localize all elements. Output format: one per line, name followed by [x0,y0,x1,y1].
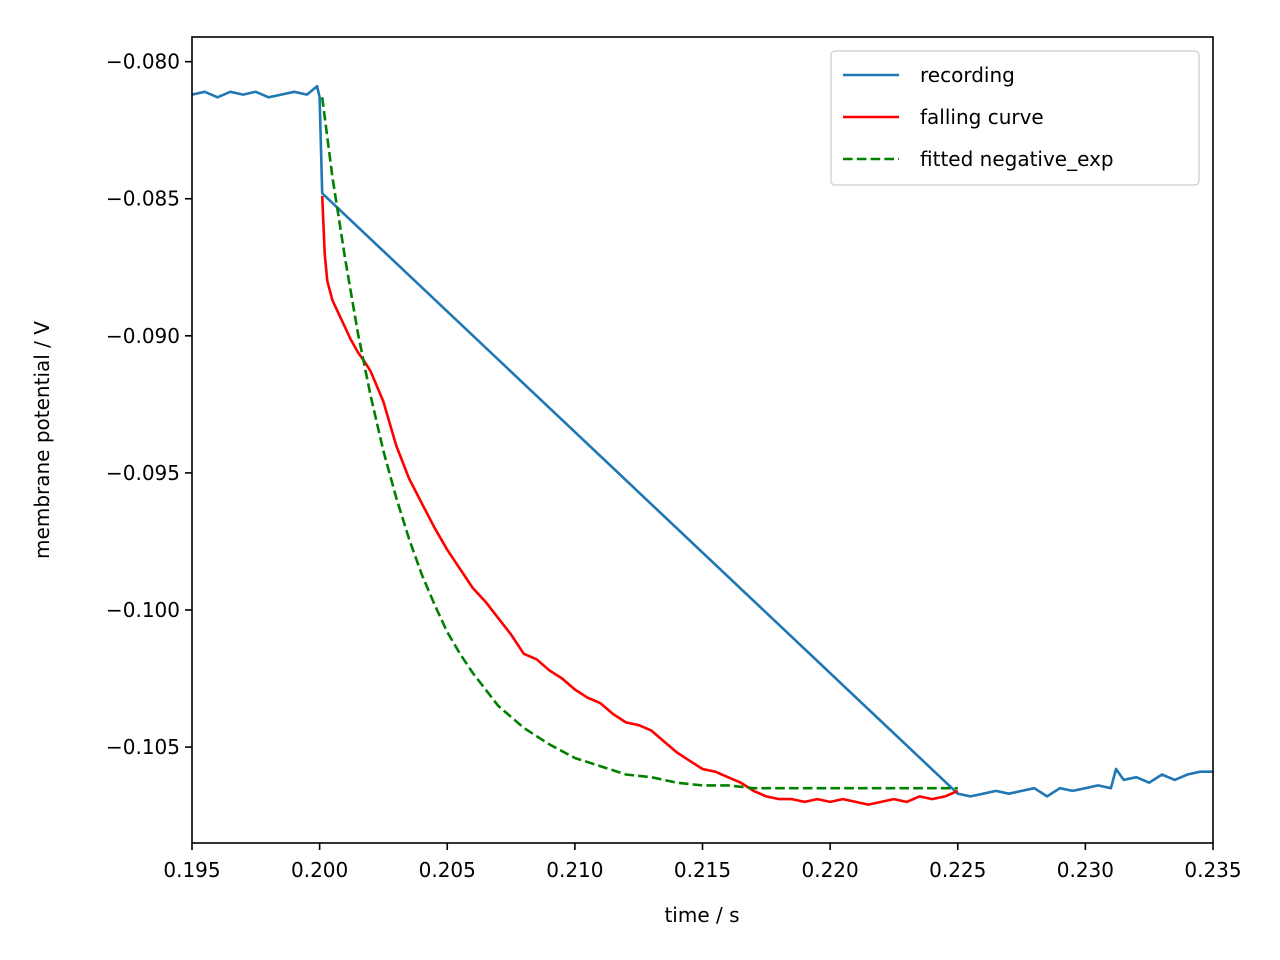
legend-label: fitted negative_exp [920,147,1114,171]
y-tick-label: −0.080 [106,50,180,74]
x-tick-label: 0.220 [801,858,858,882]
series-line-falling-curve [320,195,959,806]
y-tick-label: −0.085 [106,187,180,211]
x-tick-label: 0.230 [1057,858,1114,882]
legend-label: recording [920,63,1015,87]
y-tick-label: −0.100 [106,598,180,622]
legend: recording falling curve fitted negative_ex… [830,50,1200,186]
legend-box [830,50,1200,186]
x-tick-label: 0.200 [291,858,348,882]
series-line-fitted-negative-exp [320,97,958,790]
y-axis: −0.080 −0.085 −0.090 −0.095 −0.100 −0.105 [106,50,192,759]
series-line-recording [192,85,1213,798]
x-axis-title: time / s [664,903,739,927]
x-tick-label: 0.205 [419,858,476,882]
legend-label: falling curve [920,105,1044,129]
y-tick-label: −0.105 [106,735,180,759]
y-tick-label: −0.090 [106,324,180,348]
x-tick-label: 0.235 [1184,858,1241,882]
y-axis-title: membrane potential / V [30,321,54,559]
x-axis: 0.195 0.200 0.205 0.210 0.215 0.220 0.225 0.230… [163,843,1242,882]
x-tick-label: 0.210 [546,858,603,882]
x-tick-label: 0.225 [929,858,986,882]
series-layer [192,85,1213,806]
x-tick-label: 0.195 [163,858,220,882]
x-tick-label: 0.215 [674,858,731,882]
y-tick-label: −0.095 [106,461,180,485]
